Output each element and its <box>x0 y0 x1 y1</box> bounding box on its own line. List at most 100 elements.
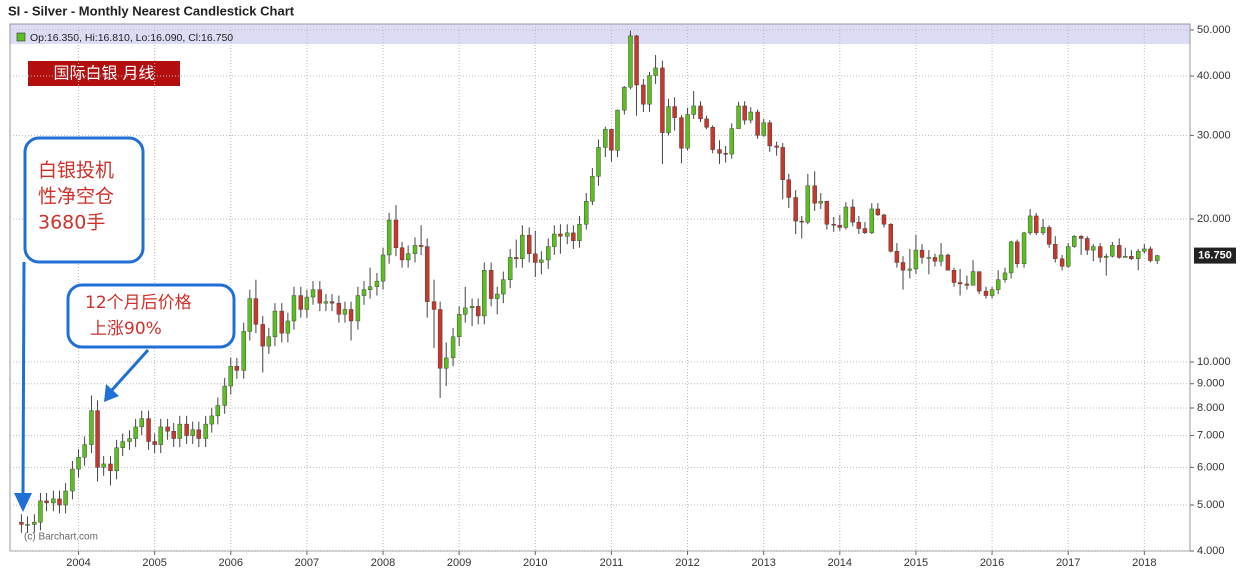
y-tick-label: 20.000 <box>1197 213 1231 225</box>
candle <box>514 239 519 268</box>
candle-body <box>437 309 443 369</box>
candle-body <box>120 441 125 448</box>
x-tick-label: 2015 <box>904 557 928 569</box>
candle <box>660 60 665 165</box>
candle <box>590 168 595 206</box>
candle-body <box>152 441 157 445</box>
candle <box>495 286 500 315</box>
candle <box>482 262 487 325</box>
candle-body <box>1040 227 1046 234</box>
candle-body <box>184 423 189 436</box>
annotation-text: 3680手 <box>38 212 105 234</box>
candle <box>1008 240 1014 279</box>
x-tick-label: 2014 <box>828 557 852 569</box>
candle <box>1110 241 1115 258</box>
candle-body <box>748 111 753 121</box>
candle <box>298 286 304 318</box>
candle-body <box>158 426 163 445</box>
candle-body <box>1148 248 1153 261</box>
y-tick-label: 5.000 <box>1197 499 1225 511</box>
candle-body <box>1142 248 1147 252</box>
candle <box>767 120 772 152</box>
candle-body <box>95 410 100 468</box>
candle-body <box>1008 241 1014 274</box>
candle-body <box>805 185 811 223</box>
candle <box>70 460 75 500</box>
candle-body <box>146 418 151 442</box>
candle-body <box>241 331 246 371</box>
candle-body <box>552 233 557 247</box>
plot-frame <box>9 23 1191 552</box>
candle-body <box>1123 256 1128 258</box>
arrowhead <box>14 493 32 512</box>
candle <box>469 298 475 327</box>
candle-body <box>957 282 963 285</box>
plot: 4.000 5.000 6.000 7.000 8.000 9.000 10.000 20.0… <box>10 24 1236 569</box>
candle <box>101 455 106 476</box>
candle-body <box>317 289 323 304</box>
x-tick-label: 2012 <box>675 557 699 569</box>
x-tick-label: 2005 <box>142 557 166 569</box>
candle <box>234 357 240 379</box>
candle <box>881 213 887 228</box>
candle-body <box>850 206 855 223</box>
candle-body <box>310 289 316 298</box>
candle <box>919 244 925 264</box>
arrow <box>21 261 26 496</box>
candle-body <box>361 289 367 296</box>
candle-body <box>603 129 608 148</box>
candle <box>25 516 30 533</box>
legend-text: Op:16.350, Hi:16.810, Lo:16.090, Cl:16.7… <box>30 32 233 44</box>
candle <box>824 201 830 230</box>
candle <box>152 433 157 454</box>
candle <box>63 483 68 514</box>
candle <box>1097 243 1103 263</box>
candle <box>133 418 138 448</box>
candle-body <box>913 249 919 270</box>
candle-body <box>203 423 208 439</box>
candle <box>862 222 868 234</box>
candle-body <box>25 524 30 526</box>
candle-body <box>989 289 995 296</box>
candle <box>539 251 544 275</box>
candle-body <box>590 176 595 202</box>
candle <box>272 303 278 347</box>
candle <box>685 107 690 151</box>
candle-body <box>1116 245 1122 258</box>
candle <box>342 301 348 323</box>
candle-body <box>355 295 361 322</box>
candle <box>222 377 227 414</box>
candle <box>114 439 119 480</box>
candle <box>831 216 836 232</box>
candle-body <box>907 268 913 271</box>
candle <box>317 281 323 312</box>
candle-body <box>253 298 259 325</box>
candle-body <box>456 314 462 337</box>
candle <box>1129 250 1134 260</box>
candle <box>970 259 976 286</box>
candle-body <box>215 405 221 417</box>
candle-body <box>247 298 253 332</box>
candle-body <box>894 251 900 263</box>
candle-body <box>856 221 862 229</box>
candle-body <box>405 253 411 261</box>
candle <box>634 35 639 116</box>
candle <box>120 433 125 456</box>
candle <box>527 227 532 263</box>
candle-body <box>165 426 170 432</box>
candle <box>672 97 677 131</box>
candle-body <box>342 309 348 315</box>
candle <box>546 238 551 269</box>
candle <box>843 202 849 230</box>
candle <box>38 492 43 531</box>
candle <box>856 215 862 234</box>
candle-body <box>862 228 868 234</box>
candle <box>95 400 100 482</box>
chart-title: SI - Silver - Monthly Nearest Candlestic… <box>8 3 295 18</box>
last-price-box <box>1194 247 1236 264</box>
candle <box>463 286 468 323</box>
candle <box>355 286 361 330</box>
candle <box>938 243 944 267</box>
candle <box>323 294 329 312</box>
